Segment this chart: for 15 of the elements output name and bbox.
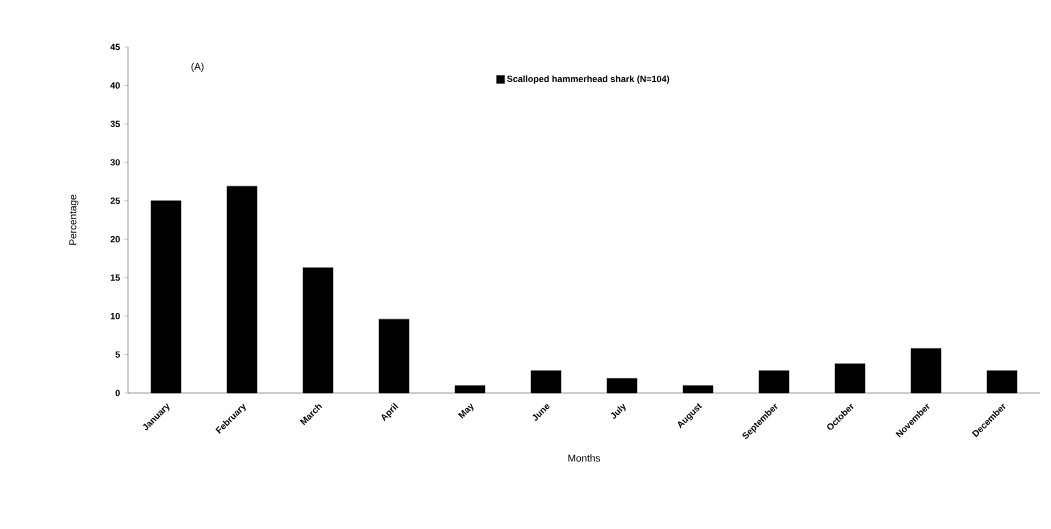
y-tick-label: 30	[110, 159, 120, 166]
legend-label: Scalloped hammerhead shark (N=104)	[507, 75, 670, 84]
y-tick-label: 35	[110, 120, 120, 128]
y-tick-label: 5	[115, 351, 120, 358]
y-axis-title: Percentage	[69, 194, 79, 245]
x-tick-label: July	[610, 403, 626, 419]
y-tick-label: 45	[110, 43, 120, 51]
y-tick-label: 40	[110, 82, 120, 89]
x-axis-title: Months	[568, 454, 601, 462]
y-tick-label: 10	[110, 312, 120, 320]
y-tick-label: 25	[110, 197, 120, 204]
annotation: (A)	[191, 62, 204, 72]
y-tick-label: 15	[110, 274, 120, 281]
y-tick-label: 20	[110, 236, 120, 243]
y-tick-label: 0	[115, 389, 120, 397]
